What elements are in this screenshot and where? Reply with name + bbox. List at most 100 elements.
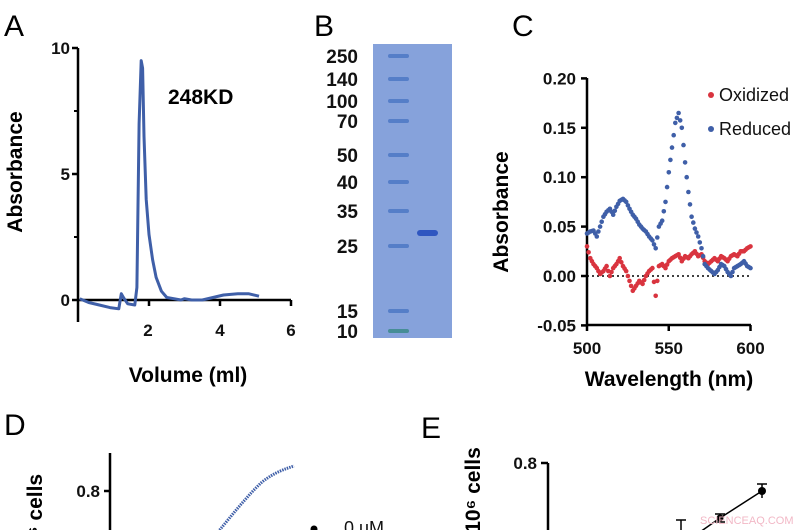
c-point-oxidized — [650, 265, 655, 271]
legend-marker-oxidized — [708, 92, 714, 98]
a-x-label: Volume (ml) — [129, 364, 248, 387]
c-point-reduced — [676, 110, 681, 116]
sample-band — [417, 230, 438, 236]
a-ytick: 10 — [51, 39, 70, 58]
ladder-band — [388, 119, 409, 123]
ladder-band — [388, 309, 409, 313]
c-point-reduced — [663, 199, 668, 205]
c-point-reduced — [728, 273, 734, 279]
legend-marker-reduced — [708, 126, 714, 132]
c-point-reduced — [655, 235, 660, 240]
c-point-reduced — [668, 157, 673, 163]
c-point-reduced — [661, 209, 667, 214]
a-y-label: Absorbance — [4, 111, 27, 232]
ladder-band — [388, 77, 409, 81]
c-point-reduced — [673, 120, 678, 126]
c-point-reduced — [697, 240, 703, 245]
panel-e: E 0.8 10⁶ cells SCIENCEAQ.COM — [421, 412, 794, 530]
c-point-reduced — [669, 145, 675, 150]
c-point-reduced — [650, 238, 655, 243]
c-ytick: 0.15 — [543, 119, 576, 138]
c-point-reduced — [681, 142, 686, 148]
e-data-point — [716, 514, 724, 522]
c-point-reduced — [594, 234, 600, 239]
c-point-oxidized — [604, 263, 609, 269]
e-data-point — [758, 487, 766, 495]
c-point-reduced — [653, 246, 658, 251]
c-point-reduced — [687, 202, 693, 207]
c-point-reduced — [682, 160, 688, 165]
c-ytick: 0.05 — [543, 218, 576, 237]
c-point-reduced — [623, 199, 629, 205]
c-point-oxidized — [628, 283, 634, 289]
c-point-reduced — [599, 219, 604, 224]
c-point-oxidized — [625, 273, 631, 279]
a-xtick: 4 — [215, 321, 225, 340]
watermark: SCIENCEAQ.COM — [700, 515, 794, 527]
c-point-reduced — [610, 212, 616, 217]
c-point-oxidized — [586, 250, 591, 255]
d-ytick: 0.8 — [76, 482, 100, 501]
c-point-reduced — [651, 242, 657, 247]
ladder-band — [388, 99, 409, 103]
c-point-reduced — [679, 125, 685, 131]
ladder-band — [388, 153, 409, 157]
panel-label-c: C — [512, 10, 534, 43]
c-point-oxidized — [640, 281, 645, 287]
c-point-reduced — [612, 208, 618, 214]
ladder-label: 100 — [326, 92, 358, 113]
c-ytick: 0.10 — [543, 168, 576, 187]
c-xtick: 500 — [573, 339, 601, 358]
e-ytick: 0.8 — [513, 454, 537, 473]
a-ytick: 0 — [61, 291, 70, 310]
c-point-oxidized — [617, 255, 622, 261]
ladder-band — [388, 180, 409, 184]
c-point-reduced — [664, 184, 670, 190]
a-series-line — [79, 59, 260, 311]
c-x-label: Wavelength (nm) — [585, 368, 753, 391]
c-point-reduced — [597, 224, 603, 229]
ladder-label: 70 — [337, 112, 358, 133]
ladder-label: 250 — [326, 47, 358, 68]
ladder-band — [388, 244, 409, 248]
c-point-oxidized — [663, 265, 668, 271]
ladder-band — [388, 54, 409, 58]
c-point-oxidized — [653, 293, 658, 299]
c-point-reduced — [695, 234, 701, 239]
legend-label-oxidized: Oxidized — [719, 85, 789, 105]
ladder-label: 50 — [337, 146, 358, 167]
panel-a: A 0 5 10 2 4 6 Volume (ml) Absorbance 24… — [4, 10, 296, 387]
c-point-oxidized — [623, 268, 629, 274]
e-y-label: 10⁶ cells — [462, 447, 485, 530]
c-point-reduced — [684, 174, 689, 180]
c-xtick: 550 — [655, 339, 683, 358]
a-xtick: 6 — [286, 321, 295, 340]
c-point-oxidized — [627, 278, 632, 284]
a-annotation: 248KD — [168, 86, 233, 109]
c-point-reduced — [694, 230, 699, 235]
c-point-reduced — [689, 214, 694, 219]
ladder-label: 40 — [337, 173, 358, 194]
d-series-line — [217, 464, 295, 530]
c-point-reduced — [674, 115, 680, 121]
legend-label-reduced: Reduced — [719, 119, 791, 139]
c-ytick: -0.05 — [537, 316, 576, 335]
c-point-reduced — [666, 170, 672, 175]
a-xtick: 2 — [143, 321, 152, 340]
c-point-reduced — [677, 118, 683, 123]
c-point-oxidized — [584, 244, 590, 249]
panel-label-b: B — [314, 10, 334, 43]
ladder-label: 25 — [337, 237, 359, 258]
c-ytick: 0.00 — [543, 267, 576, 286]
c-point-reduced — [596, 229, 601, 234]
c-point-oxidized — [609, 269, 614, 275]
ladder-label: 10 — [337, 322, 358, 343]
c-point-reduced — [671, 132, 676, 138]
panel-c: C -0.05 0.00 0.05 0.10 0.15 0.20 500 550 600 Abs… — [490, 10, 791, 391]
d-y-label: ⁶ cells — [24, 474, 47, 530]
c-point-reduced — [691, 220, 696, 225]
c-point-oxidized — [748, 244, 753, 249]
c-point-reduced — [730, 269, 735, 275]
